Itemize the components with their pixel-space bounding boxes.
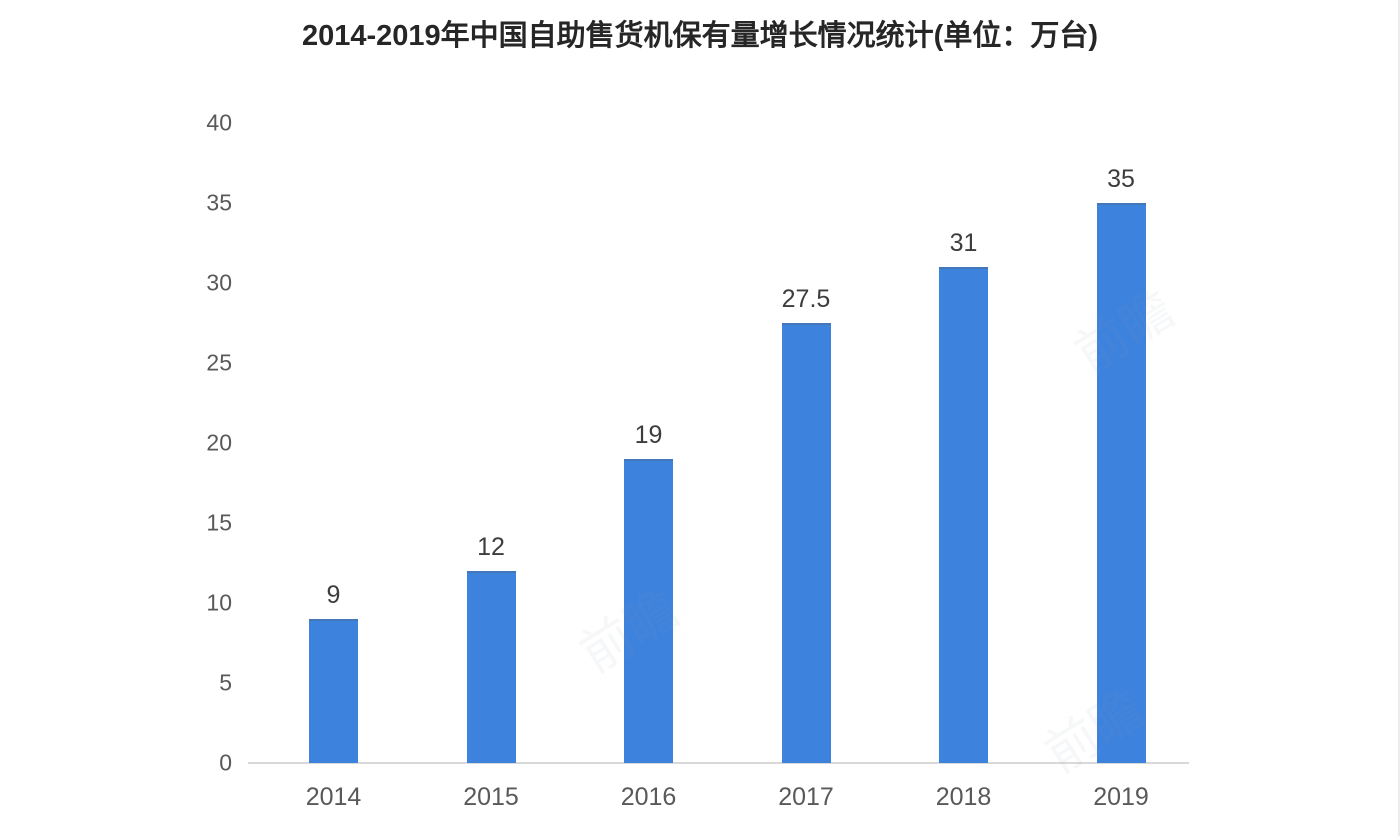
x-axis-tick-label: 2016: [620, 783, 677, 811]
bar-2019: [1096, 203, 1146, 763]
y-axis-tick-label: 15: [206, 509, 232, 536]
bar-2016: [624, 459, 673, 763]
y-axis-tick-label: 30: [206, 269, 232, 296]
bar-2015: [466, 571, 516, 763]
x-axis-tick-label: 2018: [935, 783, 992, 811]
y-axis-tick-label: 0: [219, 749, 232, 776]
y-axis-tick-label: 5: [219, 669, 232, 696]
bar-2017: [781, 323, 831, 763]
y-axis-tick-label: 35: [206, 189, 232, 216]
bar-value-label: 9: [326, 581, 341, 609]
bar-2014: [309, 619, 358, 763]
x-axis-line: [248, 762, 1189, 764]
bar-2018: [939, 267, 988, 763]
y-axis-tick-label: 20: [206, 429, 232, 456]
y-axis-tick-label: 40: [206, 109, 232, 136]
y-axis-tick-label: 25: [206, 349, 232, 376]
x-axis-tick-label: 2019: [1093, 783, 1149, 811]
chart-title: 2014-2019年中国自助售货机保有量增长情况统计(单位：万台): [301, 20, 1098, 52]
x-axis-tick-label: 2017: [778, 783, 834, 811]
x-axis-tick-label: 2014: [305, 783, 362, 811]
bar-value-label: 35: [1107, 165, 1135, 193]
bar-value-label: 12: [477, 533, 505, 561]
x-axis-tick-label: 2015: [463, 783, 519, 811]
bar-value-label: 27.5: [781, 285, 831, 313]
bar-value-label: 19: [634, 421, 663, 449]
bar-value-label: 31: [949, 229, 978, 257]
y-axis-tick-label: 10: [206, 589, 232, 616]
